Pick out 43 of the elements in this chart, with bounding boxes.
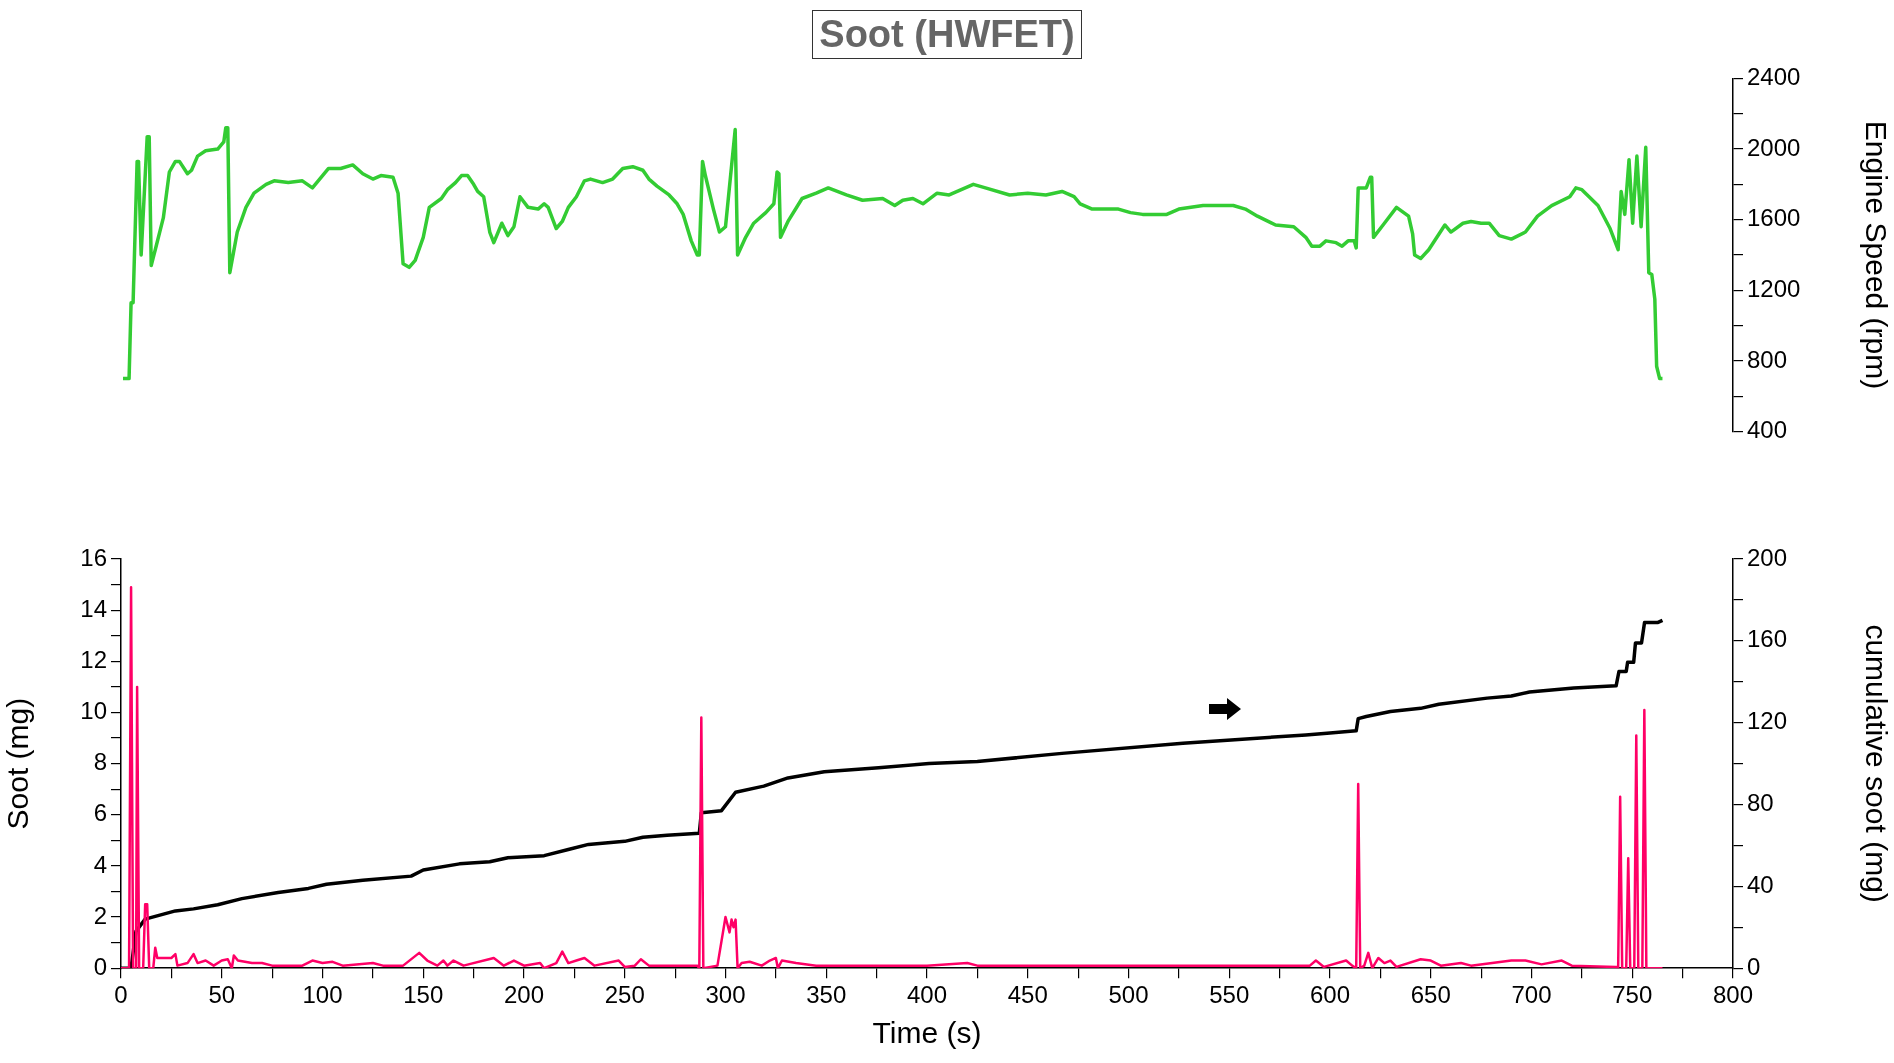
x-tick-label: 250 [604, 981, 645, 1009]
y-axis-title: Soot (mg) [1, 697, 35, 830]
x-tick-label: 200 [503, 981, 545, 1009]
y-tick-label: 6 [93, 799, 107, 827]
y2-tick-label: 800 [1747, 345, 1788, 373]
x-tick-label: 500 [1108, 981, 1149, 1009]
chart-title: Soot (HWFET) [812, 10, 1082, 59]
y2-tick-label: 200 [1747, 543, 1788, 571]
y-tick-label: 8 [93, 748, 107, 776]
y2-axis-title: Engine Speed (rpm) [1859, 120, 1893, 390]
y-tick-label: 0 [93, 952, 107, 980]
y2-tick-label: 120 [1747, 707, 1788, 735]
y2-tick-label: 1200 [1747, 274, 1801, 302]
x-tick-label: 600 [1309, 981, 1351, 1009]
y2-tick-label: 2000 [1747, 133, 1801, 161]
x-tick-label: 550 [1209, 981, 1250, 1009]
x-tick-label: 650 [1410, 981, 1451, 1009]
x-tick-label: 100 [302, 981, 343, 1009]
x-tick-label: 50 [208, 981, 236, 1009]
y2-tick-label: 40 [1747, 870, 1774, 898]
x-tick-label: 800 [1712, 981, 1754, 1009]
y2-tick-label: 160 [1747, 625, 1788, 653]
y2-tick-label: 2400 [1747, 63, 1801, 91]
y-tick-label: 12 [80, 645, 107, 673]
x-tick-label: 450 [1007, 981, 1048, 1009]
y2-tick-label: 1600 [1747, 204, 1801, 232]
x-tick-label: 150 [403, 981, 444, 1009]
x-tick-label: 400 [906, 981, 948, 1009]
y-tick-label: 4 [93, 850, 107, 878]
y-tick-label: 14 [80, 594, 107, 622]
y2-tick-label: 0 [1747, 952, 1761, 980]
x-tick-label: 350 [806, 981, 847, 1009]
x-tick-label: 700 [1511, 981, 1552, 1009]
x-axis-title: Time (s) [872, 1016, 982, 1050]
y2-tick-label: 80 [1747, 789, 1774, 817]
x-tick-label: 0 [114, 981, 128, 1009]
y-tick-label: 10 [80, 697, 107, 725]
y-tick-label: 16 [80, 543, 107, 571]
y2-axis-title: cumulative soot (mg) [1859, 624, 1893, 903]
x-tick-label: 750 [1612, 981, 1653, 1009]
y-tick-label: 2 [93, 901, 107, 929]
x-tick-label: 300 [705, 981, 746, 1009]
y2-tick-label: 400 [1747, 416, 1788, 444]
